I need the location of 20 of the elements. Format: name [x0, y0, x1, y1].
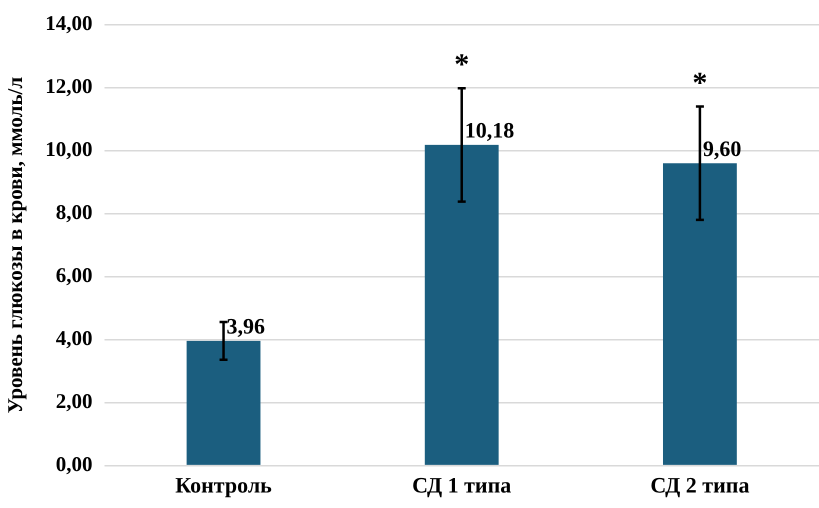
y-tick-label: 14,00 [45, 11, 92, 36]
y-axis-title: Уровень глюкозы в крови, ммоль/л [3, 76, 28, 414]
x-tick-label: СД 1 типа [412, 472, 512, 498]
data-label: 9,60 [702, 136, 742, 161]
y-tick-label: 8,00 [56, 200, 92, 224]
annotation: * [454, 48, 470, 81]
x-tick-label: Контроль [175, 472, 272, 498]
y-tick-label: 2,00 [56, 389, 92, 414]
data-label: 3,96 [226, 314, 266, 339]
y-tick-label: 12,00 [45, 74, 92, 98]
y-tick-label: 10,00 [45, 137, 92, 162]
y-tick-label: 0,00 [56, 452, 92, 476]
annotation: * [692, 66, 708, 100]
bar [662, 163, 737, 465]
data-label: 10,18 [464, 118, 514, 143]
y-tick-label: 4,00 [56, 326, 92, 350]
x-tick-label: СД 2 типа [650, 472, 750, 498]
bar [424, 144, 499, 465]
y-tick-label: 6,00 [56, 263, 92, 288]
bar [186, 340, 260, 465]
